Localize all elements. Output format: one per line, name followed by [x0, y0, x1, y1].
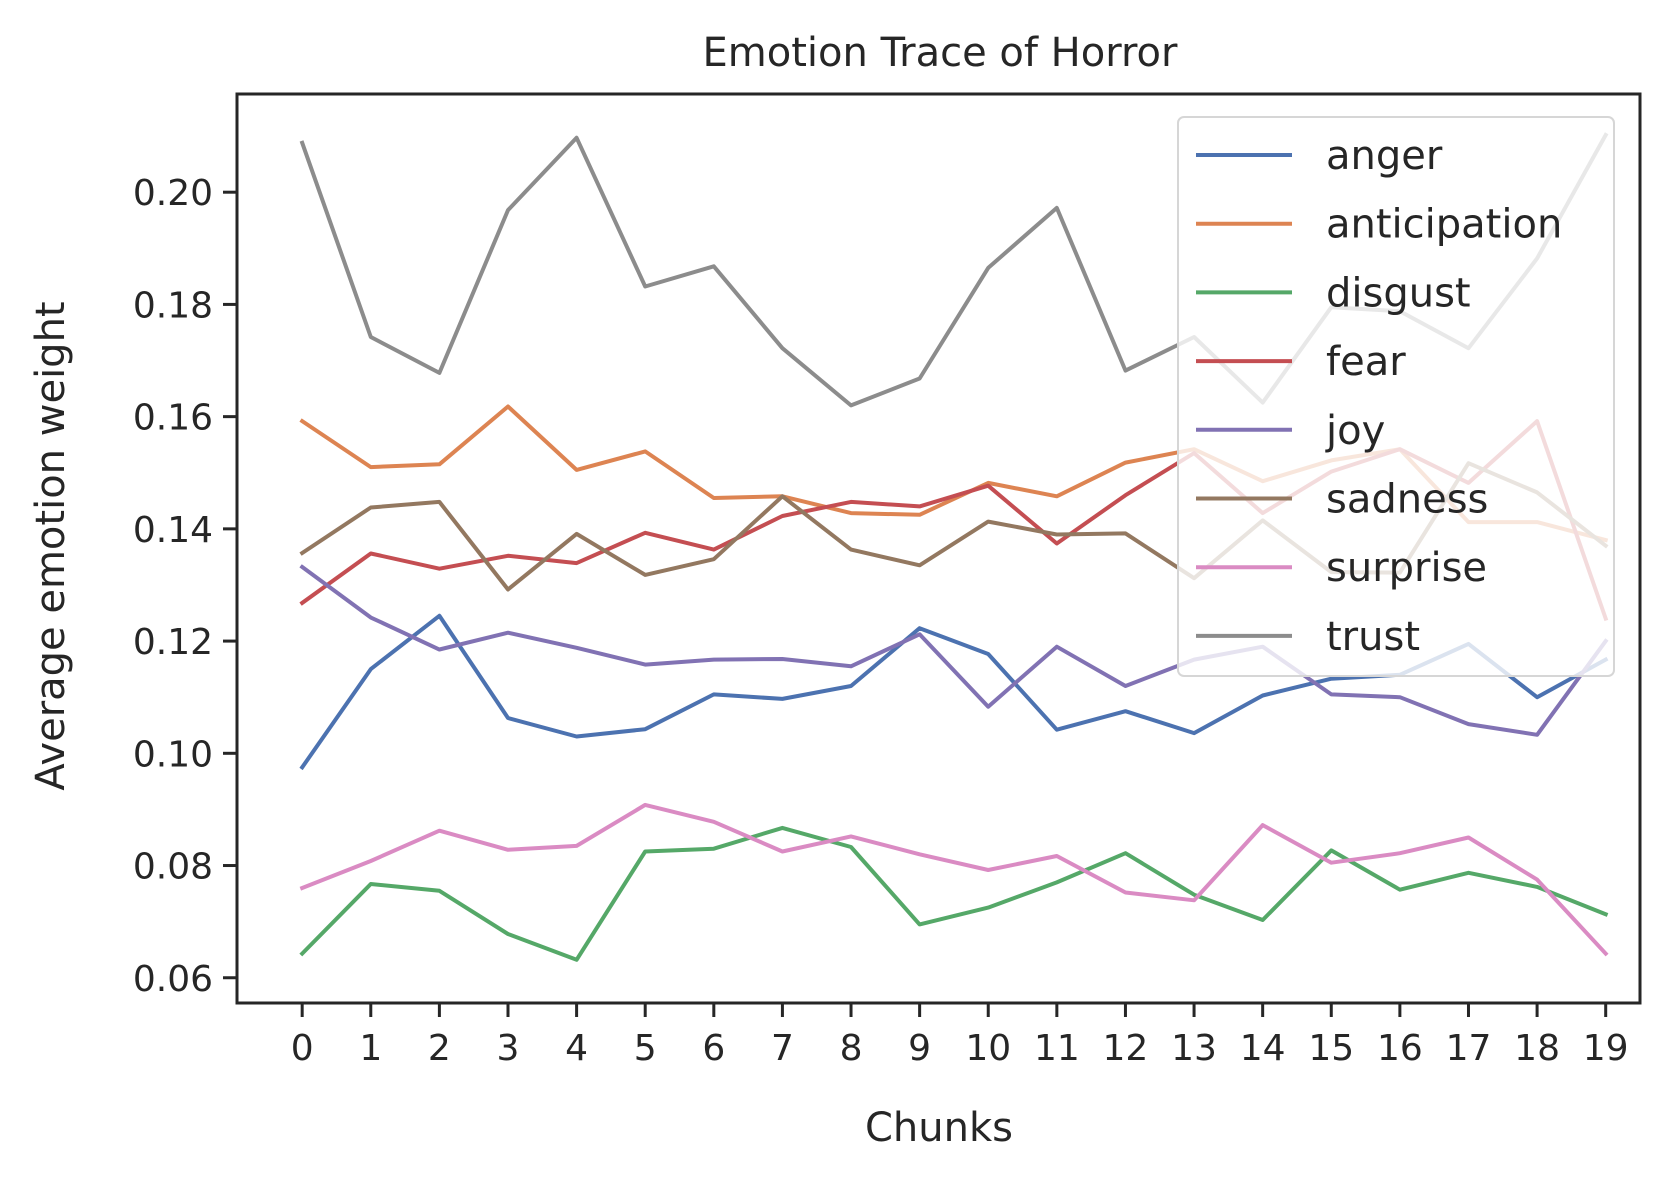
x-tick-label: 5 [634, 1028, 657, 1069]
y-tick-label: 0.10 [133, 734, 213, 775]
legend-label-anticipation: anticipation [1326, 202, 1562, 248]
x-tick-label: 15 [1308, 1028, 1354, 1069]
y-tick-label: 0.08 [133, 847, 213, 888]
x-tick-label: 19 [1583, 1028, 1629, 1069]
x-tick-label: 13 [1171, 1028, 1217, 1069]
x-tick-label: 6 [702, 1028, 725, 1069]
series-lines [299, 132, 1609, 962]
x-tick-label: 14 [1240, 1028, 1286, 1069]
y-tick-label: 0.06 [133, 959, 213, 1000]
legend: anger anticipation disgust fear joy sadness su… [1177, 116, 1615, 677]
y-tick-label: 0.16 [133, 398, 213, 439]
legend-label-surprise: surprise [1326, 545, 1487, 591]
y-tick-label: 0.18 [133, 285, 213, 326]
series-line-joy [299, 564, 1609, 737]
x-tick-label: 17 [1446, 1028, 1492, 1069]
legend-label-joy: joy [1325, 408, 1385, 454]
legend-label-fear: fear [1326, 339, 1406, 385]
plot-area-frame [235, 92, 1642, 1005]
legend-box [1177, 116, 1615, 677]
series-line-disgust [299, 825, 1609, 962]
series-line-surprise [299, 802, 1609, 957]
x-tick-label: 3 [497, 1028, 520, 1069]
x-tick-label: 18 [1514, 1028, 1560, 1069]
x-tick-label: 2 [428, 1028, 451, 1069]
chart-title: Emotion Trace of Horror [703, 30, 1178, 76]
legend-label-disgust: disgust [1326, 270, 1471, 316]
y-axis-label: Average emotion weight [28, 301, 74, 790]
x-tick-label: 9 [908, 1028, 931, 1069]
y-tick-label: 0.14 [133, 510, 213, 551]
x-tick-label: 11 [1034, 1028, 1080, 1069]
y-tick-label: 0.20 [133, 173, 213, 214]
y-axis: 0.06 0.08 0.10 0.12 0.14 0.16 0.18 0.20 [133, 173, 237, 1000]
x-tick-label: 10 [965, 1028, 1011, 1069]
legend-label-trust: trust [1326, 614, 1420, 660]
x-tick-label: 7 [771, 1028, 794, 1069]
x-axis-label: Chunks [865, 1105, 1013, 1151]
x-axis: 0 1 2 3 4 5 6 7 8 9 10 11 12 13 14 15 16 17 18 19 [291, 1003, 1629, 1069]
x-tick-label: 4 [565, 1028, 588, 1069]
x-tick-label: 0 [291, 1028, 314, 1069]
legend-label-sadness: sadness [1326, 477, 1488, 523]
x-tick-label: 12 [1103, 1028, 1149, 1069]
x-tick-label: 8 [840, 1028, 863, 1069]
y-tick-label: 0.12 [133, 622, 213, 663]
x-tick-label: 16 [1377, 1028, 1423, 1069]
legend-label-anger: anger [1326, 133, 1443, 179]
x-tick-label: 1 [359, 1028, 382, 1069]
